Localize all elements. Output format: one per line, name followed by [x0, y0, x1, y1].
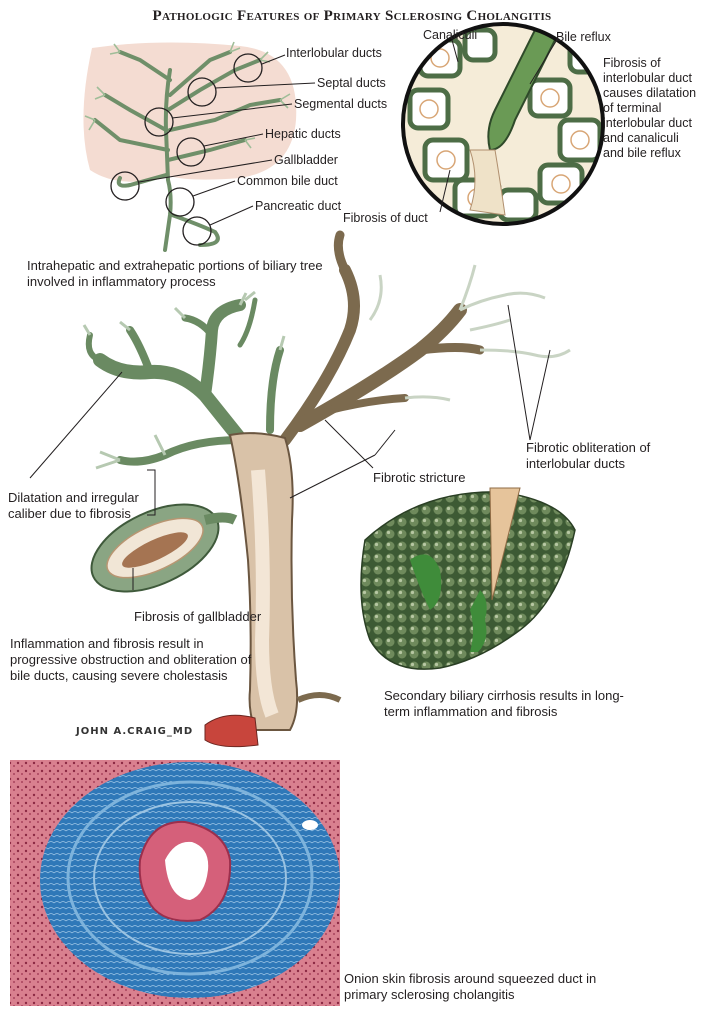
label-canaliculi: Canaliculi [423, 28, 478, 42]
label-bile-reflux: Bile reflux [556, 30, 611, 44]
fine-branches [84, 41, 291, 149]
liver-outline [83, 42, 297, 182]
label-gallbladder: Gallbladder [274, 153, 338, 167]
intrahepatic-ducts-left [85, 297, 284, 466]
caption-inflammation: Inflammation and fibrosis result in prog… [10, 636, 252, 683]
canaliculi-inset [401, 22, 605, 226]
label-fibrotic-obliteration: Fibrotic obliteration of interlobular du… [526, 440, 651, 471]
artist-signature: JOHN A.CRAIG_MD [76, 726, 194, 737]
cirrhotic-liver [360, 487, 576, 670]
gallbladder-illustration [90, 503, 238, 593]
label-fibrotic-stricture: Fibrotic stricture [373, 470, 466, 485]
intrahepatic-ducts-right [279, 230, 485, 446]
label-interlobular-ducts: Interlobular ducts [286, 46, 382, 60]
fine-ducts-left [82, 290, 286, 470]
duodenal-papilla [204, 714, 259, 748]
caption-biliary-tree: Intrahepatic and extrahepatic portions o… [27, 258, 323, 289]
inset-description: Fibrosis of interlobular duct causes dil… [603, 56, 697, 160]
caption-histology: Onion skin fibrosis around squeezed duct… [344, 971, 597, 1002]
label-fibrosis-of-gallbladder: Fibrosis of gallbladder [134, 609, 262, 624]
page-title: Pathologic Features of Primary Sclerosin… [152, 8, 552, 24]
label-fibrosis-of-duct: Fibrosis of duct [343, 211, 428, 225]
label-hepatic-ducts: Hepatic ducts [265, 127, 341, 141]
main-biliary-tree [29, 230, 571, 748]
main-callout-lines [29, 304, 551, 590]
label-septal-ducts: Septal ducts [317, 76, 386, 90]
label-dilatation: Dilatation and irregular caliber due to … [8, 490, 139, 521]
fibrosis-zone [469, 149, 506, 216]
histology-micrograph [10, 760, 340, 1006]
obliterated-ducts [368, 264, 571, 402]
label-segmental-ducts: Segmental ducts [294, 97, 388, 111]
callout-circles [110, 53, 263, 246]
biliary-tree-schematic [83, 41, 316, 252]
caption-cirrhosis: Secondary biliary cirrhosis results in l… [384, 688, 624, 719]
callout-lines [138, 54, 316, 226]
label-common-bile-duct: Common bile duct [237, 174, 338, 188]
label-pancreatic-duct: Pancreatic duct [255, 199, 342, 213]
inset-border [401, 22, 605, 226]
